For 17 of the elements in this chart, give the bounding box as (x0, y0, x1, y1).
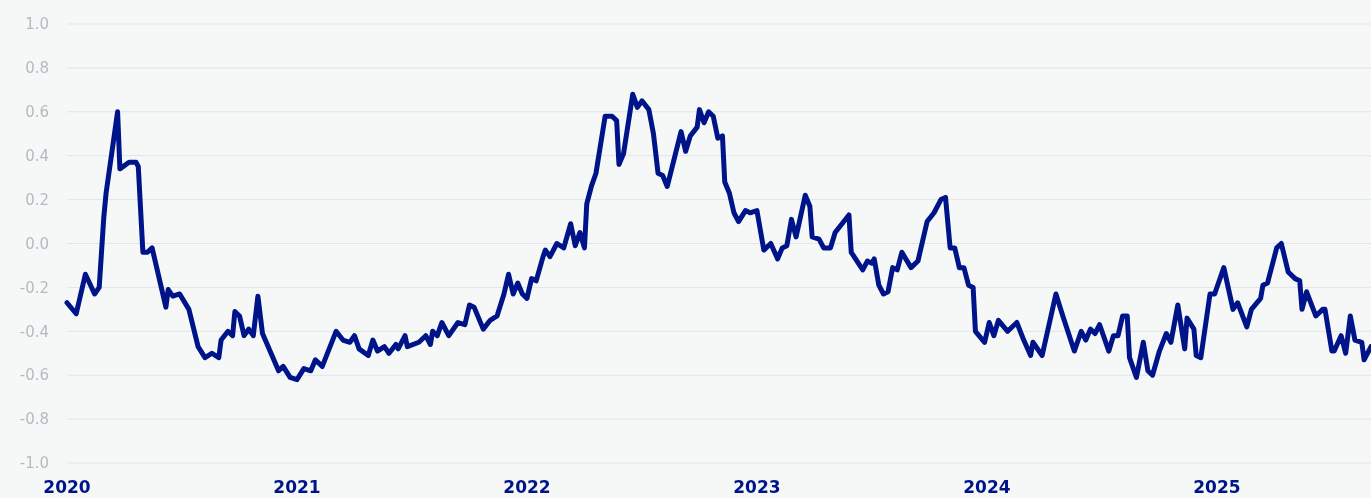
y-tick-label: 0.0 (25, 234, 49, 253)
y-tick-label: 0.2 (25, 190, 49, 209)
x-tick-label: 2024 (963, 477, 1011, 497)
y-tick-label: 0.8 (25, 59, 49, 78)
y-tick-label: -0.4 (19, 322, 49, 341)
x-tick-label: 2021 (273, 477, 321, 497)
y-tick-label: 0.6 (25, 103, 49, 122)
x-tick-label: 2020 (43, 477, 91, 497)
y-tick-label: -0.2 (19, 278, 49, 297)
x-tick-label: 2022 (503, 477, 551, 497)
y-tick-label: -0.8 (19, 410, 49, 429)
y-tick-label: -1.0 (19, 454, 49, 473)
x-tick-label: 2025 (1193, 477, 1241, 497)
y-tick-label: 1.0 (25, 15, 49, 34)
y-tick-label: -0.6 (19, 366, 49, 385)
y-tick-label: 0.4 (25, 146, 49, 165)
x-tick-label: 2023 (733, 477, 781, 497)
